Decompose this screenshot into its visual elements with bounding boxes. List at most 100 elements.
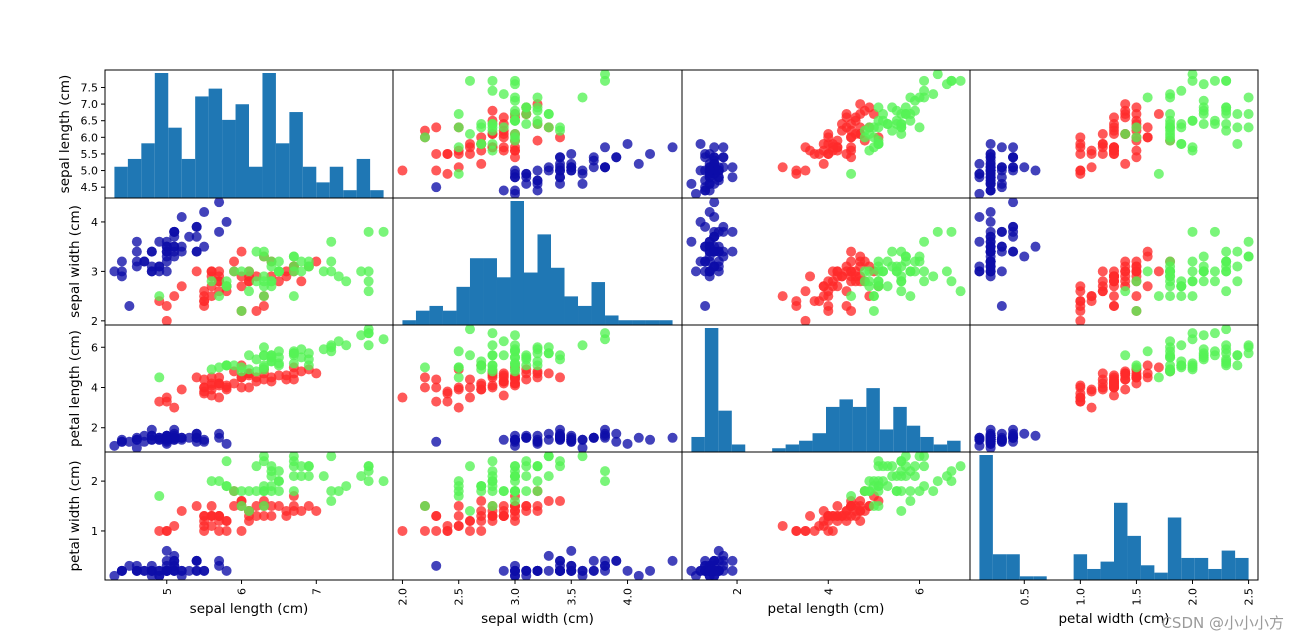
- point-virginica: [896, 276, 907, 287]
- histogram-bar: [551, 267, 565, 325]
- point-setosa: [191, 565, 202, 576]
- point-versicolor: [419, 525, 430, 536]
- point-setosa: [139, 565, 150, 576]
- point-versicolor: [229, 256, 240, 267]
- point-virginica: [543, 471, 554, 482]
- x-tick-label: 2.5: [1243, 588, 1256, 606]
- point-setosa: [622, 438, 633, 449]
- point-virginica: [303, 360, 314, 371]
- histogram-bar: [578, 305, 592, 325]
- point-versicolor: [855, 515, 866, 526]
- point-virginica: [1165, 135, 1176, 146]
- point-versicolor: [431, 511, 442, 521]
- point-versicolor: [176, 506, 187, 517]
- point-setosa: [690, 188, 701, 198]
- point-virginica: [464, 325, 475, 335]
- point-virginica: [1153, 168, 1164, 179]
- point-virginica: [464, 506, 475, 517]
- point-virginica: [509, 92, 520, 103]
- point-virginica: [1153, 372, 1164, 383]
- point-virginica: [914, 122, 925, 133]
- point-versicolor: [823, 129, 834, 139]
- point-virginica: [487, 481, 498, 492]
- point-virginica: [326, 452, 337, 462]
- x-tick-label: 2: [731, 588, 744, 595]
- panel-r3-c1: [392, 451, 683, 581]
- point-virginica: [1187, 115, 1198, 126]
- point-virginica: [905, 486, 916, 497]
- point-versicolor: [1075, 165, 1086, 176]
- point-setosa: [709, 231, 720, 242]
- point-setosa: [146, 560, 157, 571]
- point-virginica: [1221, 344, 1232, 355]
- point-virginica: [1165, 352, 1176, 363]
- point-setosa: [109, 440, 120, 451]
- point-virginica: [905, 496, 916, 507]
- point-virginica: [941, 266, 952, 277]
- point-virginica: [1221, 354, 1232, 365]
- point-virginica: [1209, 226, 1220, 237]
- point-virginica: [229, 360, 240, 371]
- point-versicolor: [1075, 396, 1086, 407]
- point-versicolor: [1120, 384, 1131, 395]
- point-virginica: [1120, 286, 1131, 297]
- point-setosa: [588, 432, 599, 443]
- point-versicolor: [1086, 291, 1097, 302]
- point-virginica: [521, 360, 532, 371]
- point-setosa: [996, 226, 1007, 237]
- point-virginica: [909, 105, 920, 116]
- point-virginica: [509, 461, 520, 472]
- point-setosa: [509, 560, 520, 571]
- point-versicolor: [453, 501, 464, 512]
- point-virginica: [1120, 350, 1131, 361]
- y-tick-label: 4.5: [81, 181, 99, 194]
- panel-r0-c2: [681, 69, 971, 199]
- panel-content: [686, 198, 966, 325]
- point-virginica: [521, 119, 532, 130]
- point-setosa: [996, 434, 1007, 445]
- point-virginica: [1232, 276, 1243, 287]
- point-setosa: [1008, 432, 1019, 443]
- point-virginica: [303, 261, 314, 272]
- point-versicolor: [191, 372, 202, 383]
- panel-content: [109, 452, 389, 580]
- point-setosa: [645, 434, 656, 445]
- point-versicolor: [1142, 132, 1153, 143]
- point-virginica: [1165, 119, 1176, 130]
- point-virginica: [476, 122, 487, 133]
- point-setosa: [543, 434, 554, 445]
- histogram-bar: [370, 190, 384, 198]
- point-versicolor: [800, 142, 811, 153]
- point-virginica: [273, 256, 284, 267]
- point-virginica: [946, 226, 957, 237]
- point-versicolor: [498, 390, 509, 401]
- point-setosa: [700, 148, 711, 159]
- point-virginica: [932, 70, 943, 80]
- point-virginica: [1131, 122, 1142, 133]
- point-virginica: [236, 366, 247, 377]
- point-virginica: [419, 501, 430, 512]
- histogram-bar: [249, 166, 263, 198]
- point-setosa: [704, 165, 715, 176]
- point-virginica: [236, 266, 247, 277]
- point-versicolor: [288, 501, 299, 512]
- histogram-bar: [920, 436, 934, 452]
- point-setosa: [139, 430, 150, 441]
- point-versicolor: [221, 382, 232, 393]
- point-virginica: [900, 251, 911, 262]
- point-virginica: [288, 251, 299, 262]
- point-virginica: [244, 266, 254, 277]
- point-versicolor: [487, 511, 498, 521]
- point-versicolor: [206, 291, 217, 302]
- histogram-bar: [879, 429, 894, 452]
- panel-content: [691, 328, 961, 452]
- point-virginica: [326, 266, 337, 277]
- panel-r1-c0: [104, 197, 394, 326]
- point-virginica: [244, 486, 254, 497]
- point-virginica: [955, 461, 966, 472]
- x-tick-label: 3.5: [565, 588, 578, 606]
- point-versicolor: [244, 276, 254, 287]
- point-virginica: [521, 102, 532, 113]
- x-tick-label: 5: [161, 588, 174, 595]
